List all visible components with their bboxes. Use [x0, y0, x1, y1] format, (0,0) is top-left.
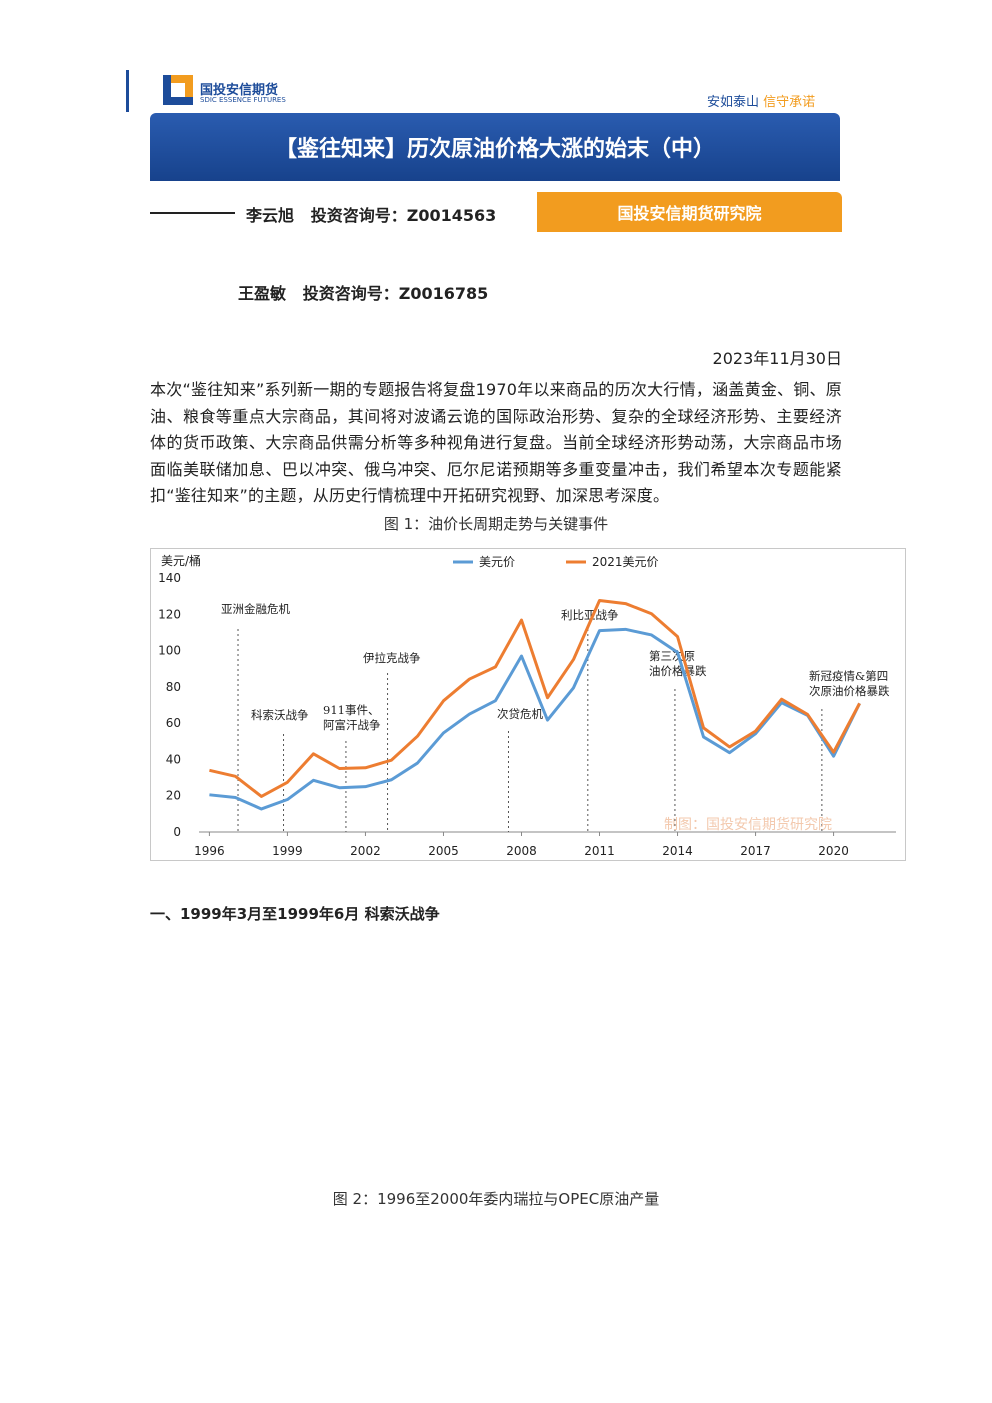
annotation: 新冠疫情&第四	[809, 669, 888, 683]
slogan: 安如泰山 信守承诺	[707, 91, 815, 110]
annotation: 911事件、	[323, 703, 379, 717]
y-tick-label: 100	[158, 644, 181, 658]
annotation: 第三次原	[649, 649, 695, 663]
y-tick-label: 140	[158, 571, 181, 585]
x-tick-label: 1996	[194, 844, 225, 858]
author-2: 王盈敏 投资咨询号：Z0016785	[238, 280, 488, 304]
annotation: 阿富汗战争	[323, 718, 381, 732]
y-tick-label: 80	[166, 680, 181, 694]
intro: 本次“鉴往知来”系列新一期的专题报告将复盘1970年以来商品的历次大行情，涵盖黄…	[150, 380, 842, 505]
logo-mark	[163, 75, 193, 105]
legend-label: 美元价	[479, 555, 515, 569]
author-license: 投资咨询号：Z0016785	[302, 284, 489, 303]
author-rule	[150, 212, 235, 214]
author-1: 李云旭 投资咨询号：Z0014563	[246, 202, 496, 226]
x-tick-label: 2005	[428, 844, 459, 858]
annotation: 伊拉克战争	[363, 651, 421, 665]
series-line	[209, 598, 861, 798]
y-axis-label: 美元/桶	[161, 553, 201, 568]
header-bar	[126, 70, 129, 112]
x-tick-label: 2002	[350, 844, 381, 858]
institute: 国投安信期货研究院	[617, 204, 762, 223]
y-tick-label: 120	[158, 607, 181, 621]
x-tick-label: 2008	[506, 844, 537, 858]
author-name: 李云旭	[246, 206, 295, 225]
x-tick-label: 2014	[662, 844, 693, 858]
figure-caption: 图 1：油价长周期走势与关键事件	[383, 515, 609, 533]
title-banner: 【鉴往知来】历次原油价格大涨的始末（中）	[150, 113, 840, 181]
x-tick-label: 2017	[740, 844, 771, 858]
x-tick-label: 1999	[272, 844, 303, 858]
title: 【鉴往知来】历次原油价格大涨的始末（中）	[274, 137, 715, 162]
slogan-b: 信守承诺	[763, 95, 816, 110]
figure-caption: 图 2：1996至2000年委内瑞拉与OPEC原油产量	[332, 1190, 660, 1208]
logo-en: SDIC ESSENCE FUTURES	[200, 96, 286, 104]
logo-cn: 国投安信期货	[200, 83, 279, 98]
annotation: 亚洲金融危机	[221, 602, 290, 616]
x-tick-label: 2011	[584, 844, 615, 858]
watermark: 制图：国投安信期货研究院	[664, 816, 832, 833]
author-license: 投资咨询号：Z0014563	[310, 206, 497, 225]
annotation: 油价格暴跌	[649, 664, 707, 678]
section-heading: 一、1999年3月至1999年6月 科索沃战争	[150, 905, 440, 923]
series-line	[209, 627, 861, 811]
x-tick-label: 2020	[818, 844, 849, 858]
annotation: 次原油价格暴跌	[809, 684, 890, 698]
author-name: 王盈敏	[238, 284, 287, 303]
annotation: 次贷危机	[497, 707, 543, 721]
annotation: 利比亚战争	[561, 608, 619, 622]
y-tick-label: 40	[166, 752, 181, 766]
annotation: 科索沃战争	[251, 708, 309, 722]
institute-box: 国投安信期货研究院	[537, 192, 842, 232]
y-tick-label: 60	[166, 716, 181, 730]
slogan-a: 安如泰山	[707, 95, 760, 110]
y-tick-label: 0	[173, 825, 181, 839]
date: 2023年11月30日	[712, 349, 842, 368]
legend-label: 2021美元价	[592, 555, 659, 569]
chart: 美元/桶 0 20 40 60 80 100 120 140 1996 1999 2002 2005 20…	[150, 548, 906, 861]
y-tick-label: 20	[166, 789, 181, 803]
